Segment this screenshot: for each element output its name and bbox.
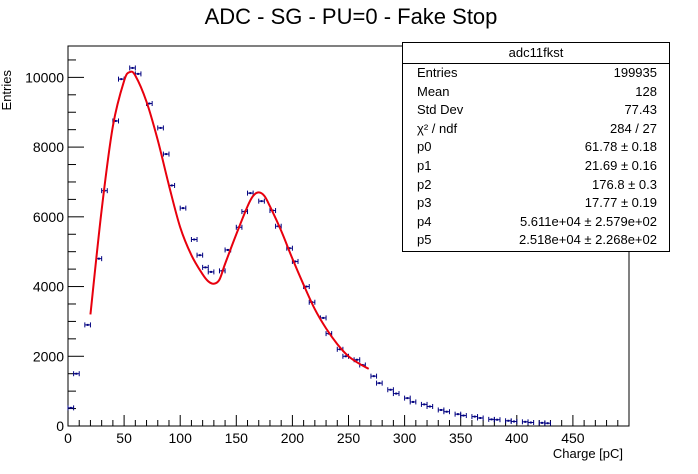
stats-value: 77.43 — [624, 102, 657, 118]
x-tick-label: 450 — [561, 430, 585, 446]
data-point — [392, 391, 400, 397]
stats-value: 17.77 ± 0.19 — [584, 195, 657, 211]
data-point — [73, 371, 80, 377]
data-point — [409, 399, 417, 405]
stats-row: p2 176.8 ± 0.3 — [403, 176, 669, 195]
data-point — [493, 417, 501, 423]
data-point — [370, 373, 378, 379]
data-point — [157, 125, 164, 131]
fit-curve — [89, 70, 370, 370]
y-tick-label: 8000 — [33, 139, 64, 155]
data-point — [477, 415, 484, 421]
stats-value: 284 / 27 — [610, 120, 657, 136]
stats-row: p5 2.518e+04 ± 2.268e+02 — [403, 231, 669, 250]
data-point — [454, 411, 462, 417]
stats-row: p4 5.611e+04 ± 2.579e+02 — [403, 213, 669, 232]
stats-value: 21.69 ± 0.16 — [584, 157, 657, 173]
stats-value: 128 — [635, 83, 657, 99]
data-point — [162, 151, 170, 157]
axes: 0 50 100 150 200 250 300 350 400 450 0 2000 4000 6000… — [25, 59, 630, 446]
x-tick-label: 350 — [449, 430, 473, 446]
y-tick-label: 4000 — [33, 279, 64, 295]
data-point — [426, 403, 434, 409]
data-point — [387, 387, 394, 393]
data-point — [129, 65, 136, 71]
chart-title: ADC - SG - PU=0 - Fake Stop — [205, 4, 498, 29]
stats-row: Entries 199935 — [403, 64, 669, 83]
data-point — [404, 395, 411, 401]
stats-label: Entries — [417, 65, 458, 80]
fit-curve-group — [89, 70, 370, 370]
stats-label: Mean — [417, 83, 450, 99]
data-point — [179, 205, 187, 211]
y-tick-label: 2000 — [33, 348, 64, 364]
data-point — [420, 401, 428, 407]
stats-value: 61.78 ± 0.18 — [584, 139, 657, 155]
stats-box: adc11fkst Entries 199935 Mean 128 Std Dev 77.… — [402, 42, 670, 252]
stats-title: adc11fkst — [403, 43, 669, 64]
y-axis-label: Entries — [0, 70, 14, 111]
y-tick-label: 10000 — [25, 69, 64, 85]
data-point — [207, 269, 215, 275]
x-tick-label: 150 — [225, 430, 249, 446]
stats-label: p1 — [417, 157, 432, 173]
data-point — [190, 236, 198, 242]
data-point — [67, 405, 75, 411]
stats-label: Std Dev — [417, 102, 464, 118]
x-tick-label: 300 — [393, 430, 417, 446]
stats-rows: Entries 199935 Mean 128 Std Dev 77.43 χ² / ndf… — [403, 64, 669, 250]
data-point — [376, 380, 383, 386]
stats-label: p2 — [417, 176, 432, 192]
data-point — [505, 418, 512, 424]
stats-value: 2.518e+04 ± 2.268e+02 — [519, 232, 657, 248]
stats-label: χ² / ndf — [417, 120, 458, 136]
data-point — [527, 420, 535, 426]
x-tick-label: 400 — [505, 430, 529, 446]
x-tick-label: 50 — [116, 430, 132, 446]
stats-row: p1 21.69 ± 0.16 — [403, 157, 669, 176]
stats-value: 199935 — [613, 65, 657, 80]
x-tick-label: 0 — [64, 430, 72, 446]
x-tick-label: 100 — [169, 430, 193, 446]
stats-row: χ² / ndf 284 / 27 — [403, 120, 669, 139]
stats-row: p3 17.77 ± 0.19 — [403, 194, 669, 213]
data-point — [538, 420, 546, 426]
stats-label: p5 — [417, 232, 432, 248]
data-point — [258, 198, 265, 204]
data-point — [84, 322, 91, 328]
data-point — [521, 419, 529, 425]
data-point — [443, 409, 450, 415]
stats-value: 176.8 ± 0.3 — [592, 176, 657, 192]
data-point — [460, 413, 467, 419]
stats-label: p4 — [417, 213, 432, 229]
data-point — [510, 418, 518, 424]
stats-value: 5.611e+04 ± 2.579e+02 — [519, 213, 657, 229]
data-point — [437, 407, 445, 413]
data-point — [247, 190, 254, 196]
stats-row: p0 61.78 ± 0.18 — [403, 138, 669, 157]
x-axis-label: Charge [pC] — [553, 446, 623, 461]
data-point — [488, 416, 495, 422]
stats-row: Mean 128 — [403, 83, 669, 102]
data-point — [202, 264, 209, 270]
x-tick-label: 250 — [337, 430, 361, 446]
data-point — [471, 414, 479, 420]
stats-row: Std Dev 77.43 — [403, 101, 669, 120]
stats-label: p3 — [417, 195, 432, 211]
y-tick-label: 0 — [56, 418, 64, 434]
y-tick-label: 6000 — [33, 209, 64, 225]
x-tick-label: 200 — [281, 430, 305, 446]
data-point — [196, 252, 204, 258]
stats-label: p0 — [417, 139, 432, 155]
data-point — [544, 420, 551, 426]
